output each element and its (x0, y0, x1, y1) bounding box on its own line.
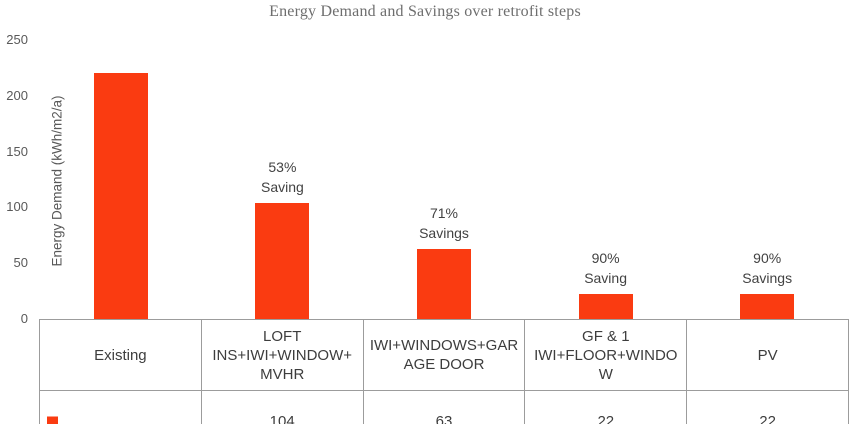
category-cell: Existing (39, 319, 202, 391)
category-cell: PV (686, 319, 849, 391)
chart-title: Energy Demand and Savings over retrofit … (269, 3, 581, 20)
y-tick-label: 150 (6, 143, 28, 159)
value-cell: 22 (686, 390, 849, 424)
bar-annotation: 90% Savings (742, 250, 793, 287)
series-bar (740, 294, 795, 319)
y-tick-label: 50 (13, 255, 28, 271)
y-tick-label: 250 (6, 32, 28, 47)
category-row: Existing LOFT INS+IWI+WINDOW+ MVHR IWI+W… (39, 319, 849, 391)
series-bar (93, 73, 148, 319)
value-cell: 220 (39, 390, 202, 424)
y-axis-label: Energy Demand (kWh/m2/a) (49, 95, 65, 267)
y-tick-label: 200 (6, 87, 28, 103)
series-bar (578, 294, 633, 319)
value-row: 220 104 63 22 22 (39, 390, 849, 424)
series-bar (417, 248, 471, 319)
legend-marker (47, 416, 58, 424)
value-cell: 63 (362, 390, 526, 424)
value-cell: 104 (200, 390, 364, 424)
category-cell: LOFT INS+IWI+WINDOW+ MVHR (200, 319, 364, 391)
series-bar (255, 202, 310, 319)
bar-annotation: 53% Saving (260, 158, 304, 195)
category-cell: IWI+WINDOWS+GAR AGE DOOR (362, 319, 526, 391)
bar-annotation: 71% Savings (419, 204, 469, 241)
y-tick-label: 100 (6, 199, 28, 215)
category-cell: GF & 1 IWI+FLOOR+WINDO W (524, 319, 688, 391)
bar-annotation: 90% Saving (584, 250, 627, 287)
value-cell: 22 (524, 390, 688, 424)
y-tick-label: 0 (20, 311, 28, 326)
data-table: Existing LOFT INS+IWI+WINDOW+ MVHR IWI+W… (39, 319, 849, 424)
